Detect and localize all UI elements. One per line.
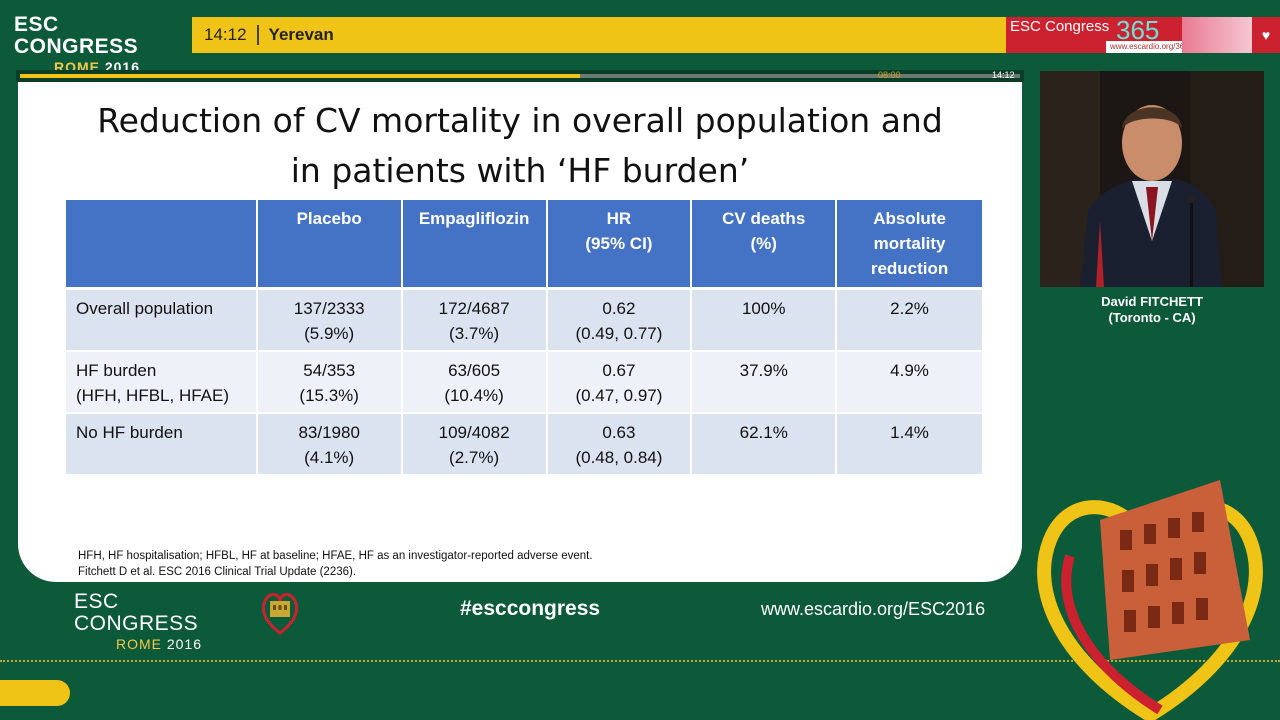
esc365-logo[interactable]: ESC Congress 365 www.escardio.org/365 [1006, 15, 1189, 53]
table-cell: 63/605 (10.4%) [401, 351, 548, 414]
logo-year: 2016 [166, 636, 203, 652]
table-cell: 4.9% [836, 351, 984, 414]
table-cell: 137/2333 (5.9%) [256, 288, 403, 352]
logo-title: ESC CONGRESS [14, 13, 139, 58]
progress-remaining [580, 74, 1020, 78]
speaker-image [1040, 71, 1264, 287]
slide-footnote: HFH, HF hospitalisation; HFBL, HF at bas… [78, 548, 593, 580]
slide-title: Reduction of CV mortality in overall pop… [58, 96, 982, 196]
esc365-url: www.escardio.org/365 [1106, 41, 1189, 53]
table-cell: 1.4% [836, 413, 984, 476]
row-label-cell: No HF burden [66, 413, 258, 476]
yellow-tab-decoration [0, 680, 70, 706]
progress-time-label: 14:12 [992, 70, 1015, 80]
esc365-text: ESC Congress [1010, 18, 1110, 35]
table-cell: 37.9% [691, 351, 838, 414]
heart-icon: ♥ [1252, 17, 1280, 53]
slide-banner: ESC CONGRESS ROME 2016 #esccongress www.… [16, 583, 1024, 652]
table-header-cell: Placebo [256, 200, 403, 290]
table-row: No HF burden 83/1980 (4.1%) 109/4082 (2.7%… [66, 413, 984, 476]
esc365-number: 365 [1116, 15, 1160, 45]
hashtag: #esccongress [460, 597, 601, 620]
table-cell: 109/4082 (2.7%) [401, 413, 548, 476]
footnote-citation: Fitchett D et al. ESC 2016 Clinical Tria… [78, 566, 357, 578]
dotted-decoration [0, 660, 1280, 670]
slide-progress-bar: 08:00 14:12 [16, 70, 1024, 82]
table-row: Overall population 137/2333 (5.9%) 172/468… [66, 288, 984, 352]
table-cell: 0.63 (0.48, 0.84) [546, 413, 693, 476]
colosseum-emblem-icon [261, 593, 299, 635]
divider [256, 25, 259, 45]
progress-fill [20, 74, 580, 78]
table-cell: 62.1% [691, 413, 838, 476]
footnote-abbreviations: HFH, HF hospitalisation; HFBL, HF at bas… [78, 550, 593, 562]
progress-elapsed-label: 08:00 [878, 70, 901, 80]
esc-congress-logo: ESC CONGRESS ROME 2016 [14, 14, 180, 76]
session-room: Yerevan [268, 25, 334, 44]
row-label-cell: Overall population [66, 288, 258, 352]
table-row: HF burden (HFH, HFBL, HFAE) 54/353 (15.3%… [66, 351, 984, 414]
table-header-row: Placebo Empagliflozin HR (95% CI) CV deaths… [66, 200, 984, 290]
table-header-cell: CV deaths (%) [691, 200, 838, 290]
speaker-caption: David FITCHETT (Toronto - CA) [1040, 294, 1264, 326]
slide-title-line2: in patients with ‘HF burden’ [290, 151, 750, 190]
table-cell: 0.62 (0.49, 0.77) [546, 288, 693, 352]
speaker-name: David FITCHETT [1101, 294, 1203, 309]
table-cell: 83/1980 (4.1%) [256, 413, 403, 476]
table-cell: 100% [691, 288, 838, 352]
table-header-cell [66, 200, 258, 290]
table-body: Overall population 137/2333 (5.9%) 172/468… [66, 288, 984, 476]
speaker-location: (Toronto - CA) [1108, 310, 1196, 325]
table-header-cell: Absolute mortality reduction [836, 200, 984, 290]
congress-url[interactable]: www.escardio.org/ESC2016 [761, 599, 986, 619]
table-cell: 0.67 (0.47, 0.97) [546, 351, 693, 414]
table-cell: 172/4687 (3.7%) [401, 288, 548, 352]
results-table: Placebo Empagliflozin HR (95% CI) CV deaths… [66, 200, 984, 476]
row-label-cell: HF burden (HFH, HFBL, HFAE) [66, 351, 258, 414]
top-bar: ESC CONGRESS ROME 2016 14:12 Yerevan ESC… [0, 0, 1280, 75]
session-time: 14:12 [204, 25, 247, 44]
table-cell: 54/353 (15.3%) [256, 351, 403, 414]
logo-city: ROME [115, 636, 162, 652]
table-header-cell: Empagliflozin [401, 200, 548, 290]
colosseum-heart-graphic-icon [1037, 480, 1263, 720]
speaker-video [1040, 71, 1264, 287]
presentation-slide: Reduction of CV mortality in overall pop… [18, 82, 1022, 582]
slide-title-line1: Reduction of CV mortality in overall pop… [97, 101, 943, 140]
logo-subtitle: ROME 2016 [74, 635, 244, 653]
esc-congress-logo-bottom: ESC CONGRESS ROME 2016 [74, 591, 244, 653]
table-cell: 2.2% [836, 288, 984, 352]
logo-title: ESC CONGRESS [74, 590, 199, 635]
pink-banner-decoration [1182, 17, 1252, 53]
slide-frame: 08:00 14:12 Reduction of CV mortality in… [16, 70, 1024, 638]
session-info-strip: 14:12 Yerevan [192, 17, 1008, 53]
table-header-cell: HR (95% CI) [546, 200, 693, 290]
